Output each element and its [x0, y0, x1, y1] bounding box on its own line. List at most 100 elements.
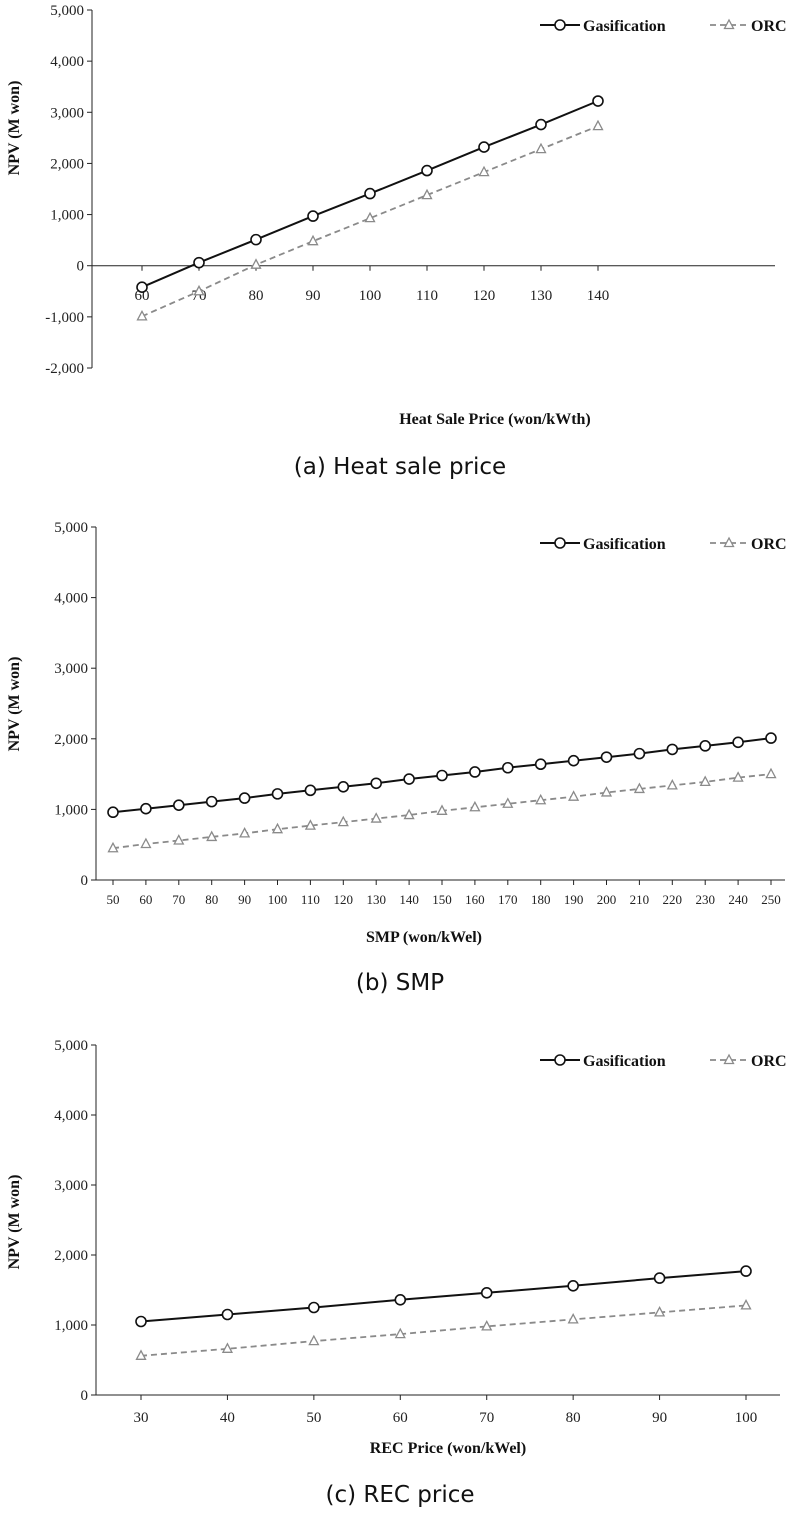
legend-label-gasification: Gasification	[583, 1053, 666, 1070]
data-point-orc	[666, 779, 678, 790]
x-tick-label: 90	[238, 892, 251, 907]
data-point-gasification	[765, 732, 777, 744]
x-tick-label: 110	[301, 892, 320, 907]
x-tick-label: 130	[366, 892, 386, 907]
legend-label-gasification: Gasification	[583, 18, 666, 35]
y-tick-label: 1,000	[54, 802, 88, 818]
data-point-gasification	[732, 736, 744, 749]
data-point-orc	[765, 767, 777, 779]
data-point-orc	[436, 804, 448, 815]
x-tick-label: 110	[416, 288, 438, 304]
data-point-gasification	[480, 1287, 493, 1299]
figure-caption: (c) REC price	[325, 1482, 474, 1508]
data-point-gasification	[592, 95, 604, 107]
data-point-gasification	[193, 256, 205, 269]
y-tick-label: 0	[81, 873, 89, 889]
x-tick-label: 230	[695, 892, 715, 907]
legend-marker-gasification	[554, 1054, 566, 1066]
data-point-orc	[206, 830, 218, 842]
x-tick-label: 120	[334, 892, 354, 907]
legend-label-orc: ORC	[751, 1053, 787, 1070]
x-axis-label: SMP (won/kWel)	[366, 929, 482, 946]
x-axis-label: Heat Sale Price (won/kWth)	[399, 411, 591, 428]
x-tick-label: 70	[172, 892, 185, 907]
x-tick-label: 100	[268, 892, 288, 907]
data-point-gasification	[304, 784, 317, 797]
y-tick-label: 2,000	[54, 732, 88, 748]
data-point-gasification	[436, 769, 448, 782]
chart-rec-price: NPV (M won) REC Price (won/kWel) (c) REC…	[6, 1038, 787, 1508]
x-tick-label: 240	[728, 892, 748, 907]
data-point-orc	[568, 790, 580, 801]
data-point-gasification	[271, 788, 284, 800]
x-tick-label: 100	[359, 288, 382, 304]
y-tick-label: 1,000	[50, 208, 84, 224]
data-point-orc	[403, 808, 415, 820]
x-tick-label: 120	[473, 288, 496, 304]
data-point-orc	[699, 775, 711, 787]
data-point-gasification	[221, 1308, 234, 1321]
data-point-orc	[535, 793, 547, 805]
y-tick-label: 1,000	[54, 1318, 88, 1334]
legend-label-gasification: Gasification	[583, 536, 666, 553]
x-tick-label: 50	[107, 892, 120, 907]
y-tick-label: 0	[81, 1388, 89, 1404]
y-tick-label: 2,000	[54, 1248, 88, 1264]
x-tick-label: 80	[566, 1410, 581, 1426]
y-tick-label: -1,000	[45, 310, 84, 326]
x-tick-label: 90	[306, 288, 321, 304]
y-tick-label: -2,000	[45, 361, 84, 377]
x-tick-label: 60	[393, 1410, 408, 1426]
data-point-gasification	[337, 781, 350, 793]
data-point-orc	[364, 211, 376, 223]
data-point-gasification	[421, 164, 433, 177]
data-point-orc	[221, 1342, 234, 1353]
x-tick-label: 200	[597, 892, 617, 907]
x-tick-label: 160	[465, 892, 485, 907]
y-axis-label: NPV (M won)	[6, 657, 23, 752]
data-point-gasification	[567, 1280, 579, 1292]
data-point-gasification	[666, 743, 679, 756]
series-line-orc	[141, 125, 599, 318]
data-point-gasification	[535, 118, 547, 131]
legend-marker-gasification	[554, 19, 566, 31]
data-point-orc	[239, 827, 251, 838]
figure-caption: (b) SMP	[356, 970, 444, 996]
data-point-gasification	[173, 799, 185, 811]
data-point-orc	[337, 815, 349, 827]
data-point-orc	[271, 822, 284, 834]
y-tick-label: 4,000	[50, 54, 84, 70]
data-point-orc	[394, 1327, 406, 1339]
data-point-orc	[600, 786, 613, 797]
data-point-gasification	[567, 754, 580, 767]
data-point-gasification	[633, 747, 646, 760]
x-axis-label: REC Price (won/kWel)	[370, 1440, 526, 1457]
data-point-orc	[740, 1299, 752, 1310]
data-point-orc	[173, 834, 185, 845]
data-point-orc	[567, 1313, 579, 1324]
data-point-orc	[633, 782, 645, 794]
y-axis-label: NPV (M won)	[6, 81, 23, 176]
legend-label-orc: ORC	[751, 536, 787, 553]
data-point-gasification	[308, 1301, 320, 1314]
legend-marker-gasification	[554, 537, 566, 549]
data-point-orc	[469, 800, 481, 812]
data-point-gasification	[136, 281, 148, 293]
data-point-orc	[502, 797, 514, 808]
data-point-gasification	[307, 210, 319, 222]
data-point-gasification	[469, 766, 481, 778]
y-tick-label: 4,000	[54, 1108, 88, 1124]
x-tick-label: 210	[630, 892, 650, 907]
x-tick-label: 190	[564, 892, 584, 907]
legend-marker-orc	[723, 18, 735, 30]
x-tick-label: 180	[531, 892, 551, 907]
data-point-orc	[421, 188, 433, 200]
data-point-gasification	[107, 806, 119, 819]
legend-marker-orc	[723, 1053, 735, 1065]
x-tick-label: 60	[139, 892, 152, 907]
data-point-orc	[304, 819, 316, 830]
x-tick-label: 30	[134, 1410, 149, 1426]
data-point-gasification	[478, 141, 490, 153]
x-tick-label: 60	[135, 288, 150, 304]
